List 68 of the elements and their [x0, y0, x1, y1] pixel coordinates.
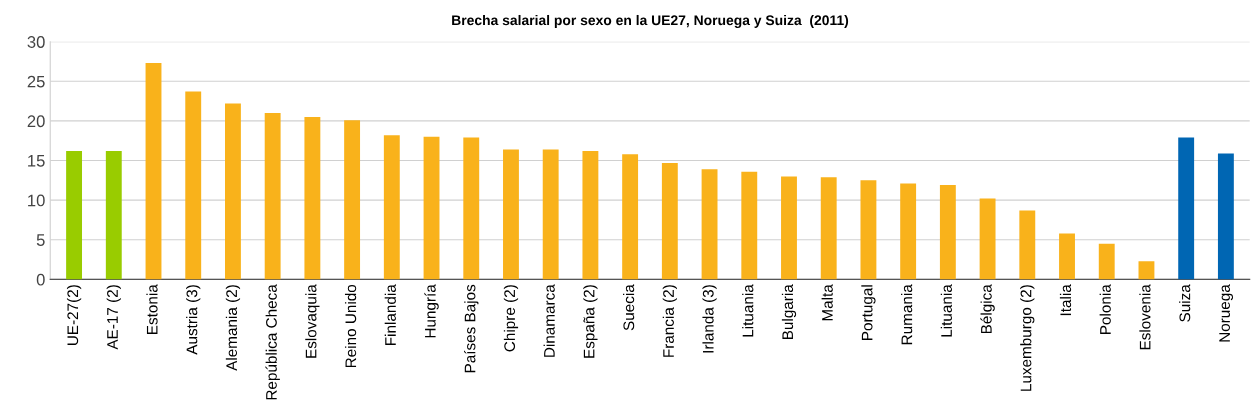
x-tick-label: UE-27(2) [66, 285, 82, 346]
x-tick-label: Alemania (2) [225, 285, 241, 371]
x-tick-label: Suiza [1179, 284, 1191, 322]
bar [344, 120, 361, 280]
bar [503, 149, 519, 280]
bar [1178, 137, 1195, 280]
x-tick-label: Lituania [742, 284, 754, 337]
bar [463, 137, 480, 280]
x-tick-label: Eslovaquia [305, 284, 320, 358]
x-tick-label: Portugal [861, 285, 876, 340]
x-tick-label: España (2) [583, 285, 598, 358]
x-tick-label: Bélgica [980, 284, 995, 334]
bar [423, 136, 440, 280]
y-tick-label: 30 [27, 36, 45, 48]
x-tick-label: Malta [821, 284, 833, 321]
bar [781, 176, 797, 280]
bar [225, 103, 241, 280]
y-tick-label: 10 [28, 194, 45, 207]
bar [701, 169, 718, 280]
x-tick-label: Lituania [940, 284, 952, 337]
x-tick-label: Austria (3) [186, 285, 201, 355]
bar [1217, 153, 1234, 280]
x-tick-label: Polonia [1099, 284, 1111, 334]
x-tick-label: Reino Unido [344, 284, 357, 368]
x-tick-label: AE-17 (2) [106, 285, 121, 350]
y-tick-label: 20 [27, 115, 45, 128]
x-tick-label: Hungría [424, 284, 439, 338]
bar [1019, 210, 1036, 280]
bar [860, 180, 877, 280]
x-tick-label: Noruega [1219, 284, 1234, 342]
bar [542, 149, 559, 280]
bar [264, 113, 281, 280]
y-tick-label: 25 [27, 75, 45, 88]
x-tick-label: Italia [1059, 284, 1072, 316]
bar [582, 151, 599, 280]
y-tick-label: 15 [28, 155, 45, 167]
bar [820, 177, 837, 280]
x-tick-label: Rumania [901, 284, 913, 345]
bar [66, 151, 83, 280]
chart-title: Brecha salarial por sexo en la UE27, Noruega y Suiza (2011) [452, 14, 849, 28]
bar [383, 135, 400, 280]
bar [939, 185, 956, 280]
x-tick-label: Francia (2) [662, 285, 677, 357]
x-tick-label: Bulgaria [781, 284, 797, 340]
x-tick-label: Chipre (2) [503, 285, 519, 352]
bar [304, 116, 321, 280]
x-tick-label: Luxemburgo (2) [1020, 285, 1035, 391]
x-tick-label: República Checa [265, 284, 280, 400]
bar [979, 198, 996, 280]
bar [661, 162, 678, 280]
bar [900, 183, 917, 280]
bar [741, 171, 758, 280]
x-tick-label: Dinamarca [543, 284, 555, 357]
bar [1138, 261, 1155, 280]
bar [145, 63, 162, 280]
bar [1098, 243, 1115, 280]
x-tick-label: Suecia [623, 284, 635, 331]
y-tick-label: 0 [36, 273, 45, 286]
x-tick-label: Irlanda (3) [702, 285, 717, 353]
bar [1059, 233, 1075, 280]
y-tick-label: 5 [36, 234, 45, 246]
bar [622, 154, 639, 280]
bar [105, 151, 122, 280]
x-tick-label: Países Bajos [464, 284, 479, 373]
x-tick-label: Finlandia [384, 284, 396, 345]
bar [185, 91, 202, 280]
x-tick-label: Estonia [146, 284, 158, 334]
x-tick-label: Eslovenia [1139, 284, 1151, 350]
